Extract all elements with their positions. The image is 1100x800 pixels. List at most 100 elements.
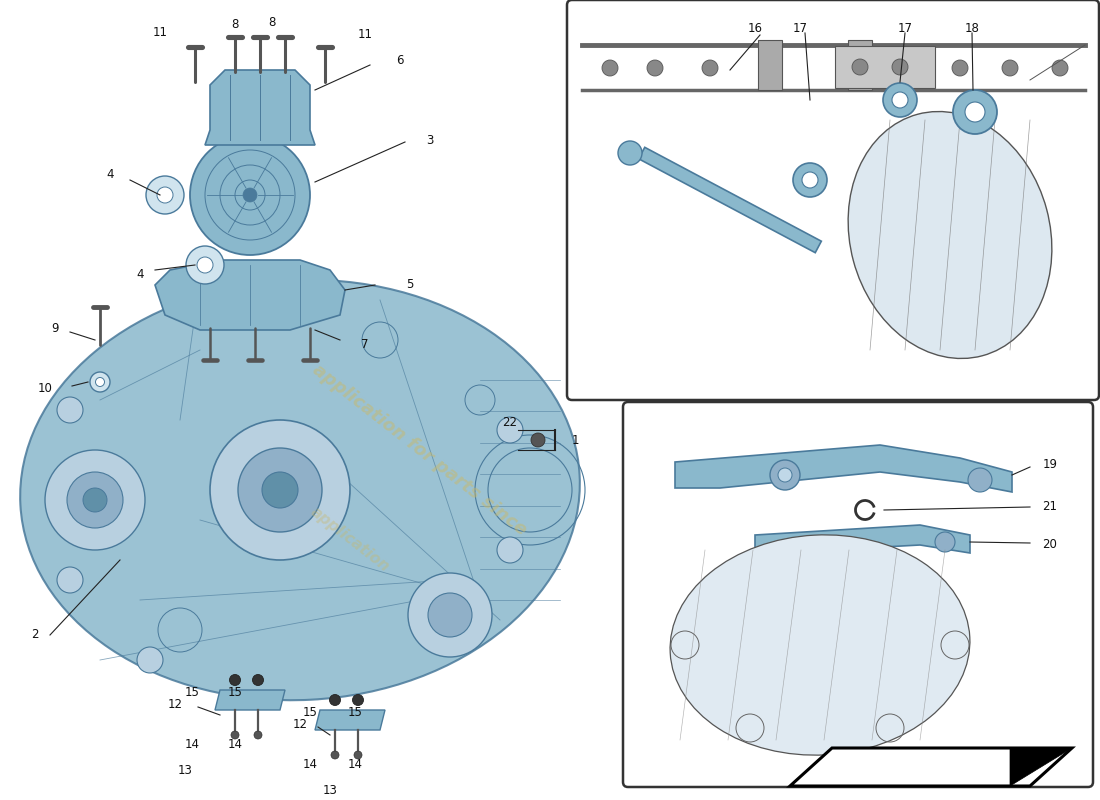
Circle shape [67,472,123,528]
Circle shape [190,135,310,255]
Text: 7: 7 [361,338,368,351]
Circle shape [210,420,350,560]
Text: 4: 4 [136,269,144,282]
Circle shape [602,60,618,76]
Text: 4: 4 [107,169,113,182]
Circle shape [647,60,663,76]
Bar [835,46,935,88]
Text: 17: 17 [898,22,913,34]
Circle shape [428,593,472,637]
Text: 8: 8 [231,18,239,31]
Circle shape [96,378,104,386]
Text: 6: 6 [396,54,404,66]
Circle shape [935,532,955,552]
Circle shape [770,460,800,490]
Text: 15: 15 [185,686,199,699]
Circle shape [408,573,492,657]
Text: application: application [308,505,393,575]
Text: 15: 15 [302,706,318,719]
Text: 15: 15 [348,706,362,719]
Circle shape [57,397,82,423]
Bar [758,40,782,90]
Circle shape [968,468,992,492]
Circle shape [262,472,298,508]
Circle shape [45,450,145,550]
Circle shape [354,751,362,759]
Text: 12: 12 [293,718,308,731]
Circle shape [243,188,257,202]
Polygon shape [755,525,970,553]
Circle shape [186,246,224,284]
Text: 12: 12 [167,698,183,711]
Circle shape [1052,60,1068,76]
Text: 11: 11 [358,29,373,42]
Polygon shape [675,445,1012,492]
Circle shape [497,537,522,563]
Circle shape [618,141,642,165]
Circle shape [197,257,213,273]
Polygon shape [205,70,315,145]
Circle shape [802,172,818,188]
Circle shape [793,163,827,197]
Circle shape [892,92,907,108]
Circle shape [1002,60,1018,76]
Circle shape [253,674,264,686]
Polygon shape [155,260,345,330]
FancyBboxPatch shape [566,0,1099,400]
Polygon shape [1010,748,1072,786]
Polygon shape [315,710,385,730]
Circle shape [352,694,363,706]
Text: 14: 14 [228,738,242,751]
Text: 9: 9 [52,322,58,334]
Circle shape [852,59,868,75]
Circle shape [778,468,792,482]
Polygon shape [790,748,1072,786]
Polygon shape [639,147,822,253]
Text: 10: 10 [37,382,53,394]
Text: 21: 21 [1043,501,1057,514]
Ellipse shape [670,535,970,755]
Text: 22: 22 [503,415,517,429]
Circle shape [892,59,907,75]
Circle shape [330,694,341,706]
Circle shape [230,674,241,686]
Ellipse shape [848,111,1052,358]
Text: 11: 11 [153,26,167,38]
Circle shape [157,187,173,203]
Text: 5: 5 [406,278,414,291]
Text: 14: 14 [302,758,318,771]
Circle shape [254,731,262,739]
FancyBboxPatch shape [623,402,1093,787]
Circle shape [497,417,522,443]
Text: 15: 15 [228,686,242,699]
Text: 8: 8 [268,15,276,29]
Text: 17: 17 [792,22,807,34]
Text: 19: 19 [1043,458,1057,471]
Text: application for parts since: application for parts since [309,361,530,539]
Text: 2: 2 [31,629,38,642]
Circle shape [965,102,985,122]
Circle shape [57,567,82,593]
Circle shape [702,60,718,76]
Text: 3: 3 [427,134,433,146]
Text: 14: 14 [185,738,199,751]
Circle shape [82,488,107,512]
Circle shape [138,647,163,673]
Bar [848,40,872,90]
Circle shape [238,448,322,532]
Circle shape [531,433,544,447]
Text: 14: 14 [348,758,363,771]
Text: 20: 20 [1043,538,1057,551]
Circle shape [331,751,339,759]
Text: 1: 1 [571,434,579,446]
Text: 13: 13 [322,783,338,797]
Text: 16: 16 [748,22,762,34]
Text: 13: 13 [177,763,192,777]
Circle shape [953,90,997,134]
Circle shape [952,60,968,76]
Polygon shape [214,690,285,710]
Circle shape [90,372,110,392]
Circle shape [231,731,239,739]
Text: 18: 18 [965,22,979,34]
Circle shape [146,176,184,214]
